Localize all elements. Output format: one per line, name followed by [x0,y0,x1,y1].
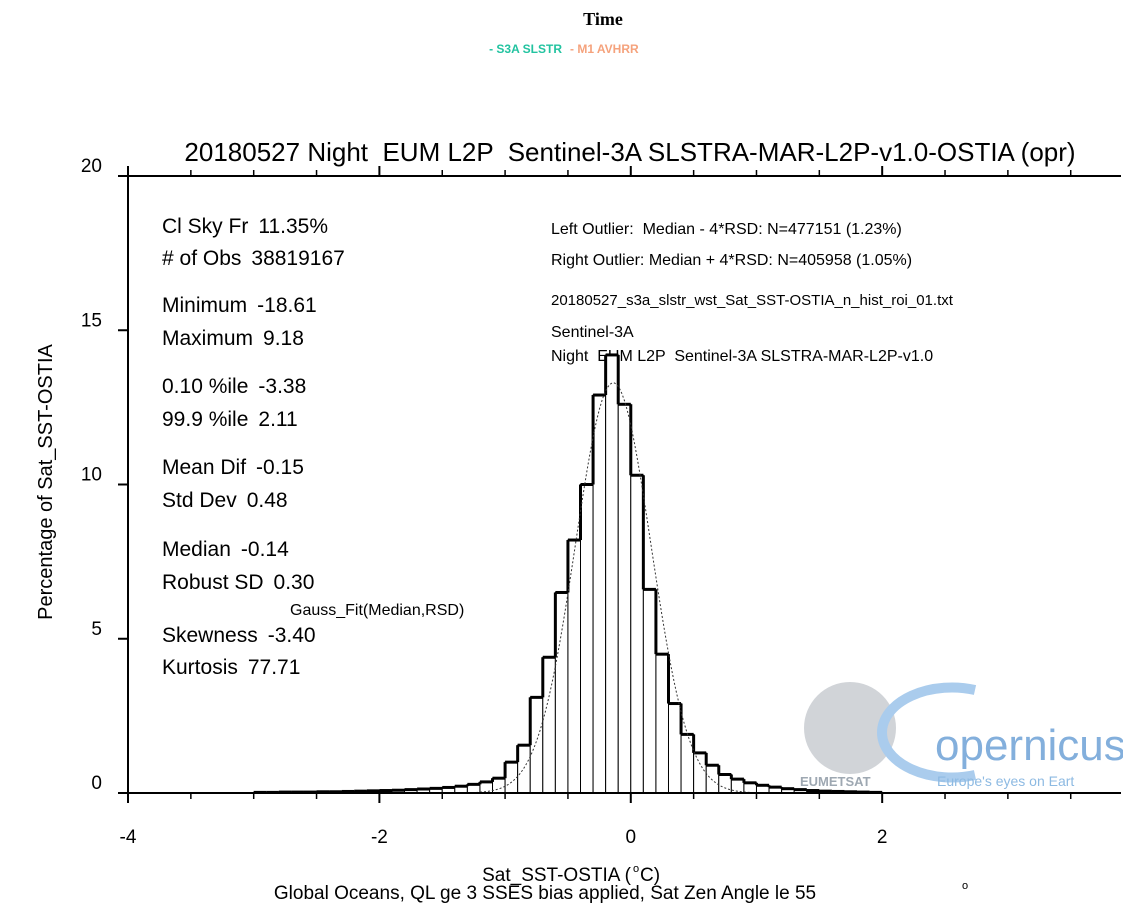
stat-value: -3.40 [268,624,316,647]
x-tick-label: 0 [625,827,636,848]
logo-brand: opernicus [935,721,1123,770]
bar [580,484,594,794]
stat: Median -0.14 [162,538,289,561]
stat-name: # of Obs [162,247,241,270]
stat-name: Kurtosis [162,656,238,679]
stat: Kurtosis 77.71 [162,656,300,679]
y-tick-label: 0 [91,773,102,794]
x-tick-label: -4 [120,827,137,848]
bar [617,403,632,794]
bar [517,744,531,794]
x-tick-label: 2 [877,827,888,848]
stat-name: Maximum [162,327,253,350]
stat-value: 77.71 [248,656,301,679]
note: 20180527_s3a_slstr_wst_Sat_SST-OSTIA_n_h… [551,292,954,309]
logo: opernicus EUMETSAT Europe's eyes on Eart [800,682,1123,789]
logo-agency: EUMETSAT [800,774,871,789]
bar [655,653,669,794]
stat: 99.9 %ile 2.11 [162,408,298,431]
subtitle: Global Oceans, QL ge 3 SSES bias applied… [274,883,816,904]
logo-globe [804,682,896,774]
stat: Maximum 9.18 [162,327,304,350]
stat: Skewness -3.40 [162,624,316,647]
stat-value: 0.30 [274,571,315,594]
stat-value: 0.48 [247,489,288,512]
fit-label: Gauss_Fit(Median,RSD) [290,602,464,619]
x-axis-label: Sat_SST-OSTIA ( [482,865,632,886]
stat-value: 2.11 [258,408,297,431]
y-axis-label: Percentage of Sat_SST-OSTIA [35,343,57,619]
x-axis-unit-degree: o [633,863,639,875]
legend-entry: - M1 AVHRR [570,42,639,56]
stat-value: 38819167 [251,247,344,270]
bar [605,354,619,794]
note: Night EUM L2P Sentinel-3A SLSTRA-MAR-L2P… [551,348,933,365]
note: Right Outlier: Median + 4*RSD: N=405958 … [551,252,912,269]
logo-arc [877,682,977,783]
bar [667,703,682,794]
stat-value: -3.38 [258,375,306,398]
x-tick-label: -2 [371,827,388,848]
bar [592,394,607,794]
bar [479,781,494,794]
bar [642,588,657,794]
logo-tagline: Europe's eyes on Eart [937,773,1074,789]
stat-name: 99.9 %ile [162,408,248,431]
stat: Cl Sky Fr 11.35% [162,215,328,238]
stat: Std Dev 0.48 [162,489,288,512]
stat-name: Robust SD [162,571,264,594]
stat-name: Cl Sky Fr [162,215,248,238]
bar [693,752,707,794]
bar [529,696,544,794]
y-tick-label: 15 [81,310,102,331]
x-axis-unit: C) [640,865,660,886]
stat-name: Median [162,538,231,561]
y-tick-label: 20 [81,156,102,177]
bar [743,782,757,794]
note: Left Outlier: Median - 4*RSD: N=477151 (… [551,221,902,238]
stat-value: -0.14 [241,538,289,561]
stat-name: Std Dev [162,489,237,512]
note: Sentinel-3A [551,324,634,341]
y-tick-label: 5 [91,619,102,640]
bar [718,773,732,794]
stat-name: 0.10 %ile [162,375,248,398]
bar [492,777,506,794]
stat-value: -0.15 [256,456,304,479]
stat-value: 9.18 [263,327,304,350]
stat: # of Obs 38819167 [162,247,345,270]
stat: Robust SD 0.30 [162,571,314,594]
stat-name: Mean Dif [162,456,246,479]
y-tick-label: 10 [81,465,102,486]
stat-name: Skewness [162,624,258,647]
stat: Minimum -18.61 [162,294,317,317]
chart-title: 20180527 Night EUM L2P Sentinel-3A SLSTR… [184,137,1075,167]
stat-value: -18.61 [257,294,317,317]
bar [630,474,644,794]
subtitle-degree: o [962,880,968,892]
bar [705,764,720,794]
bar [680,733,695,794]
stat: 0.10 %ile -3.38 [162,375,306,398]
bar [504,761,519,794]
bar [554,591,569,794]
legend-entry: - S3A SLSTR [489,42,562,56]
header: Time [583,9,623,29]
stat: Mean Dif -0.15 [162,456,304,479]
stat-value: 11.35% [258,215,328,238]
stat-name: Minimum [162,294,247,317]
